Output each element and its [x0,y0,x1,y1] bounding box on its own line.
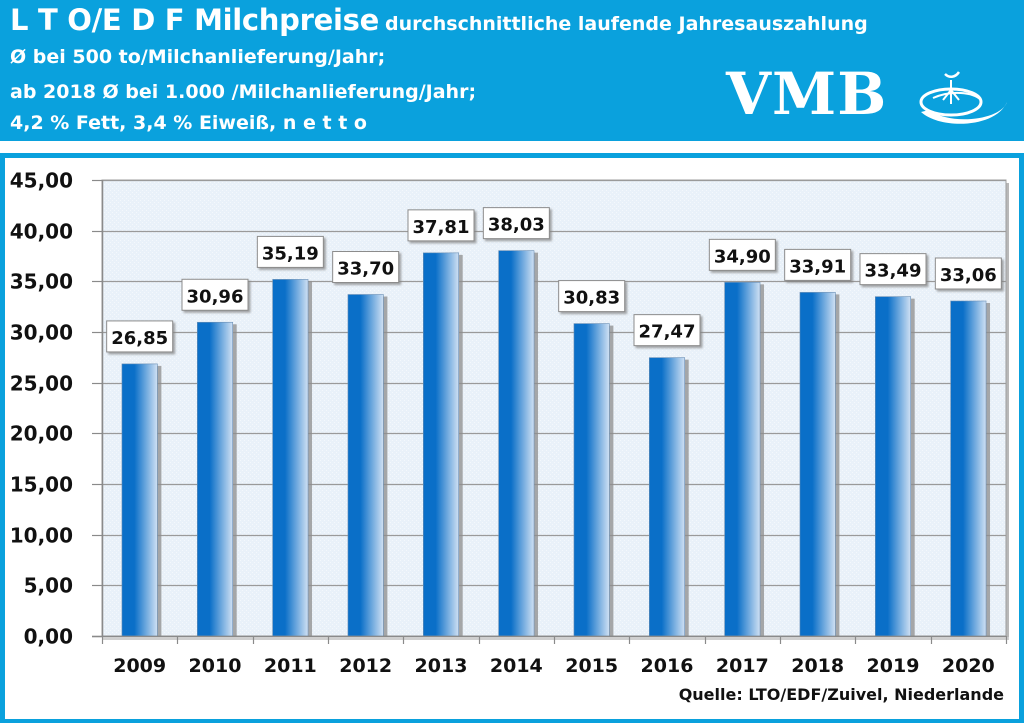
bar-2017 [724,282,761,637]
x-tick-label: 2014 [490,655,543,677]
bar-2018 [799,292,836,637]
bar-2013 [422,252,460,637]
data-label: 26,85 [106,320,174,353]
data-label: 35,19 [256,235,324,268]
y-tick-label: 20,00 [10,422,73,446]
x-tick-label: 2010 [189,655,242,677]
source-note: Quelle: LTO/EDF/Zuivel, Niederlande [679,685,1004,704]
x-tick-label: 2012 [339,655,392,677]
data-label-box [558,280,626,313]
data-label: 37,81 [407,209,475,242]
plot-area [101,179,1009,639]
x-tick-label: 2020 [942,655,995,677]
data-label-box [633,314,701,347]
x-tick-label: 2013 [415,655,468,677]
subtitle-line-3: 4,2 % Fett, 3,4 % Eiweiß, n e t t o [10,112,367,134]
data-label-text: 30,83 [563,288,620,309]
y-tick-label: 5,00 [24,574,73,598]
data-label-text: 33,91 [789,256,846,277]
bar-2014 [498,250,535,637]
data-label-box [106,320,174,353]
data-label-box [332,251,400,284]
data-label: 33,06 [934,257,1002,290]
data-label-box [708,238,776,271]
bar-2010 [196,321,234,637]
data-label-box [482,207,550,240]
y-tick-label: 30,00 [10,321,73,345]
data-label-text: 37,81 [413,217,470,238]
bar-2011 [272,279,309,637]
x-tick-label: 2017 [716,655,769,677]
plot-background [101,179,1007,637]
bar-2020 [950,300,987,637]
x-axis-shadow [102,637,1009,640]
x-tick-label: 2019 [867,655,920,677]
data-label: 30,83 [558,280,626,313]
data-label-text: 27,47 [639,322,696,343]
data-label-text: 38,03 [488,215,545,236]
data-label: 33,70 [332,251,400,284]
data-label-box [784,248,852,281]
vmb-swirl-logo-icon [919,71,1007,124]
subtitle-line-2: ab 2018 Ø bei 1.000 /Milchanlieferung/Ja… [10,81,477,103]
chart-title-line: L T O/E D F Milchpreise durchschnittliche… [10,2,868,43]
y-tick-label: 15,00 [10,473,73,497]
gridlines [102,179,1006,587]
data-label-box [256,235,324,268]
data-labels: 26,85 30,96 35,19 33,70 37,81 38,03 30,83 27,47… [106,207,1002,353]
data-label: 33,91 [784,248,852,281]
vmb-logo: VMB [726,60,1007,132]
y-tick-label: 10,00 [10,524,73,548]
y-tick-label: 45,00 [10,169,73,193]
subtitle-line-1: Ø bei 500 to/Milchanlieferung/Jahr; [10,46,386,68]
data-label: 34,90 [708,238,776,271]
bar-2009 [121,363,158,637]
data-label-text: 34,90 [714,246,771,267]
bars [121,250,991,637]
chart-subtitle: durchschnittliche laufende Jahresauszahl… [384,13,868,35]
data-label-box [407,209,475,242]
bar-2019 [874,296,912,637]
data-label: 33,49 [859,253,927,286]
bar-2016 [648,357,686,637]
x-tick-label: 2016 [641,655,694,677]
header-banner: L T O/E D F Milchpreise durchschnittliche… [0,0,1024,141]
data-label-box [859,253,927,286]
data-label-text: 35,19 [262,243,319,264]
data-label-text: 26,85 [111,328,168,349]
data-label-text: 33,49 [865,261,922,282]
bar-2012 [347,294,384,637]
axes: 0,00 5,00 10,00 15,00 20,00 25,00 30,00 35,00 40… [10,169,1009,677]
x-tick-label: 2018 [791,655,844,677]
y-tick-label: 0,00 [24,625,73,649]
data-label: 30,96 [181,278,249,311]
bar-2015 [573,323,610,637]
logo-text: VMB [726,60,888,128]
data-label-text: 33,06 [940,265,997,286]
data-label: 38,03 [482,207,550,240]
y-tick-label: 40,00 [10,220,73,244]
chart-title: L T O/E D F Milchpreise [10,3,379,37]
data-label-box [181,278,249,311]
x-tick-label: 2015 [565,655,618,677]
data-label: 27,47 [633,314,701,347]
data-label-text: 33,70 [337,259,394,280]
x-tick-label: 2009 [113,655,166,677]
y-tick-label: 35,00 [10,270,73,294]
y-tick-label: 25,00 [10,372,73,396]
data-label-text: 30,96 [187,286,244,307]
data-label-box [934,257,1002,290]
x-tick-label: 2011 [264,655,317,677]
